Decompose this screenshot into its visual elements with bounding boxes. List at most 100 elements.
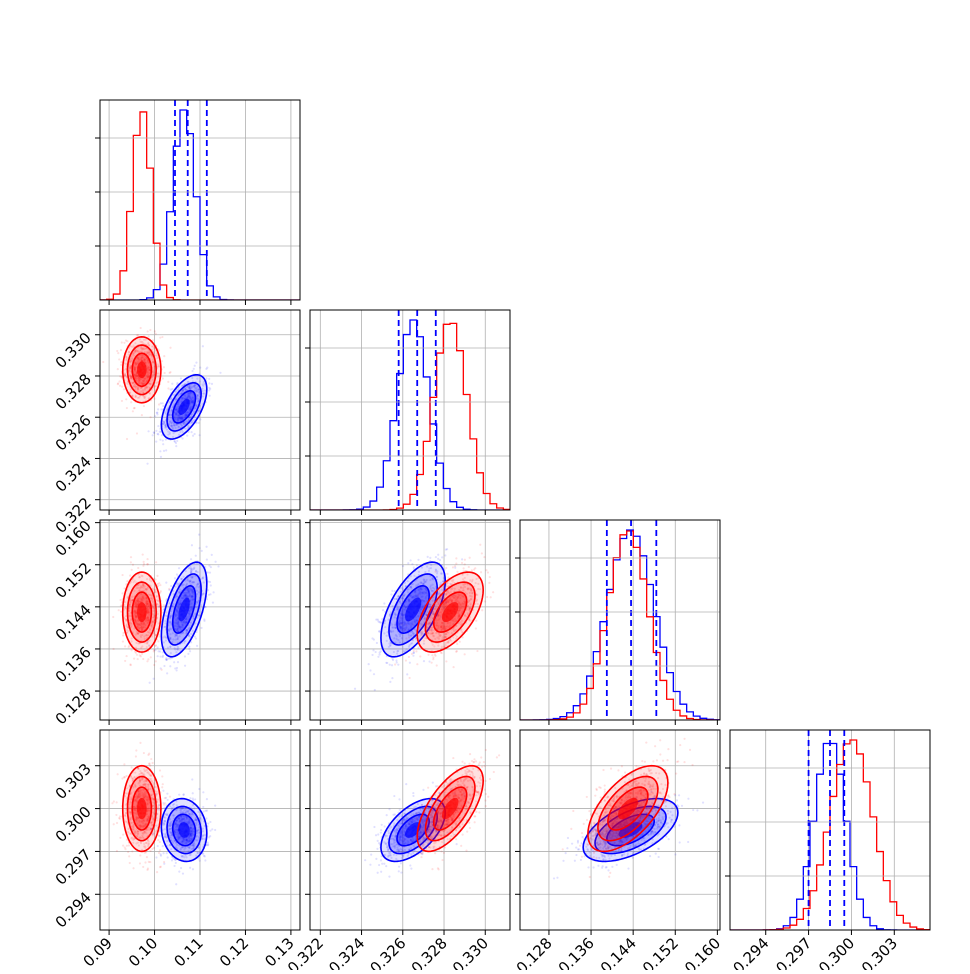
scatter-point xyxy=(113,800,115,802)
scatter-point xyxy=(435,556,437,558)
scatter-point xyxy=(129,862,131,864)
scatter-point xyxy=(123,776,125,778)
scatter-point xyxy=(437,554,439,556)
scatter-point xyxy=(125,398,127,400)
scatter-point xyxy=(136,334,138,336)
scatter-point xyxy=(454,567,456,569)
scatter-point xyxy=(475,620,477,622)
scatter-point xyxy=(129,663,131,665)
scatter-point xyxy=(202,810,204,812)
scatter-point xyxy=(377,656,379,658)
scatter-point xyxy=(133,658,135,660)
scatter-point xyxy=(202,345,204,347)
scatter-point xyxy=(125,655,127,657)
scatter-point xyxy=(174,577,176,579)
scatter-point xyxy=(157,839,159,841)
scatter-point xyxy=(192,792,194,794)
scatter-point xyxy=(193,368,195,370)
scatter-point xyxy=(434,653,436,655)
scatter-point xyxy=(153,431,155,433)
scatter-point xyxy=(217,565,219,567)
scatter-point xyxy=(122,834,124,836)
scatter-point xyxy=(119,837,121,839)
scatter-point xyxy=(162,405,164,407)
scatter-point xyxy=(149,850,151,852)
scatter-point xyxy=(415,650,417,652)
scatter-point xyxy=(125,339,127,341)
scatter-point xyxy=(159,655,161,657)
scatter-point xyxy=(152,762,154,764)
scatter-point xyxy=(371,654,373,656)
scatter-point xyxy=(156,871,158,873)
scatter-point xyxy=(137,658,139,660)
scatter-point xyxy=(184,655,186,657)
scatter-point xyxy=(153,678,155,680)
scatter-point xyxy=(155,561,157,563)
scatter-point xyxy=(157,640,159,642)
scatter-point xyxy=(194,365,196,367)
histogram-series-1 xyxy=(310,323,510,510)
scatter-point xyxy=(155,441,157,443)
scatter-point xyxy=(127,851,129,853)
scatter-point xyxy=(171,859,173,861)
scatter-point xyxy=(445,567,447,569)
scatter-point xyxy=(200,627,202,629)
scatter-point xyxy=(190,558,192,560)
scatter-point xyxy=(375,651,377,653)
scatter-point xyxy=(475,627,477,629)
scatter-point xyxy=(205,546,207,548)
scatter-point xyxy=(161,336,163,338)
scatter-point xyxy=(153,398,155,400)
scatter-point xyxy=(402,565,404,567)
scatter-point xyxy=(461,558,463,560)
scatter-point xyxy=(165,581,167,583)
scatter-point xyxy=(131,649,133,651)
scatter-point xyxy=(452,666,454,668)
scatter-point xyxy=(111,802,113,804)
scatter-point xyxy=(385,662,387,664)
scatter-point xyxy=(159,849,161,851)
scatter-point xyxy=(207,571,209,573)
scatter-point xyxy=(407,562,409,564)
scatter-point xyxy=(180,377,182,379)
scatter-point xyxy=(152,434,154,436)
scatter-point xyxy=(118,358,120,360)
scatter-point xyxy=(474,567,476,569)
scatter-point xyxy=(168,589,170,591)
scatter-point xyxy=(173,661,175,663)
scatter-point xyxy=(132,564,134,566)
scatter-point xyxy=(128,645,130,647)
scatter-point xyxy=(369,669,371,671)
panel-frame xyxy=(310,310,510,510)
scatter-point xyxy=(146,856,148,858)
scatter-point xyxy=(130,561,132,563)
scatter-point xyxy=(395,659,397,661)
scatter-point xyxy=(118,380,120,382)
scatter-point xyxy=(173,865,175,867)
scatter-point xyxy=(471,569,473,571)
scatter-point xyxy=(372,649,374,651)
scatter-point xyxy=(413,652,415,654)
scatter-point xyxy=(194,635,196,637)
scatter-point xyxy=(157,425,159,427)
scatter-point xyxy=(143,561,145,563)
scatter-point xyxy=(126,580,128,582)
scatter-point xyxy=(139,742,141,744)
scatter-point xyxy=(117,368,119,370)
scatter-point xyxy=(160,402,162,404)
scatter-point xyxy=(485,569,487,571)
scatter-point xyxy=(130,766,132,768)
scatter-point xyxy=(169,372,171,374)
scatter-point xyxy=(186,434,188,436)
scatter-point xyxy=(154,330,156,332)
scatter-point xyxy=(165,797,167,799)
scatter-point xyxy=(191,544,193,546)
scatter-point xyxy=(119,599,121,601)
scatter-point xyxy=(163,366,165,368)
scatter-point xyxy=(160,866,162,868)
scatter-point xyxy=(391,658,393,660)
scatter-point xyxy=(447,577,449,579)
scatter-point xyxy=(162,656,164,658)
